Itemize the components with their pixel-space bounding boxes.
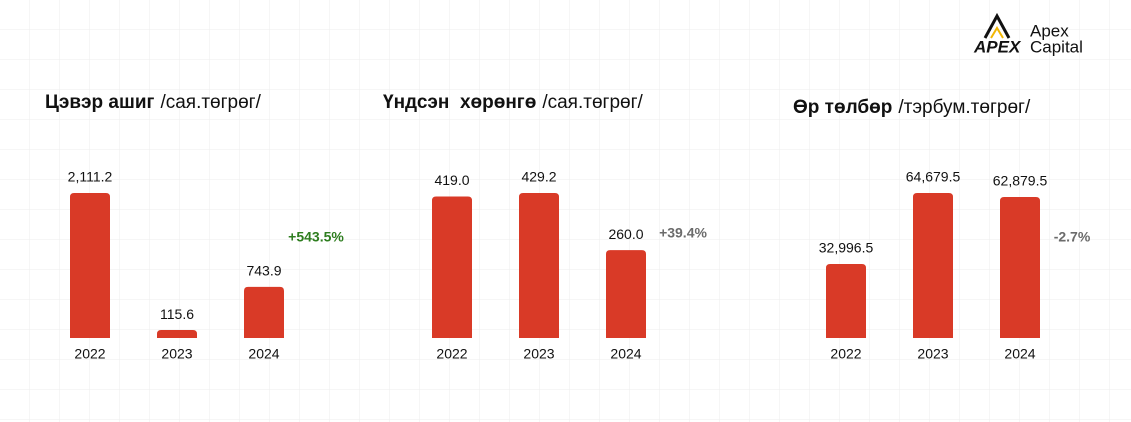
value-label: 2,111.2 xyxy=(68,169,113,185)
title-text: Өр төлбөр xyxy=(793,97,892,118)
x-tick-label: 2023 xyxy=(161,346,192,362)
x-tick-label: 2024 xyxy=(1004,346,1035,362)
logo-mark: APEX xyxy=(973,37,1022,56)
logo-icon-accent xyxy=(990,26,1004,39)
logo-name: Capital xyxy=(1030,37,1083,56)
value-label: 32,996.5 xyxy=(819,240,874,256)
bar xyxy=(432,196,472,338)
title-text: Цэвэр ашиг xyxy=(45,92,155,113)
value-label: 429.2 xyxy=(521,169,556,185)
value-label: 260.0 xyxy=(608,226,643,242)
x-tick-label: 2024 xyxy=(248,346,279,362)
title-unit: /тэрбум.төгрөг/ xyxy=(898,97,1031,118)
change-annotation: +39.4% xyxy=(659,225,707,241)
x-tick-label: 2023 xyxy=(917,346,948,362)
title-text: Үндсэн хөрөнгө xyxy=(383,92,536,113)
bar xyxy=(1000,197,1040,338)
bar xyxy=(70,193,110,338)
bar xyxy=(157,330,197,338)
value-label: 64,679.5 xyxy=(906,169,961,185)
x-tick-label: 2023 xyxy=(523,346,554,362)
bar xyxy=(606,250,646,338)
bar xyxy=(519,193,559,338)
title-unit: /сая.төгрөг/ xyxy=(160,92,261,113)
x-tick-label: 2022 xyxy=(74,346,105,362)
bar xyxy=(244,286,284,338)
chart-title: Үндсэн хөрөнгө/сая.төгрөг/ xyxy=(383,92,644,113)
x-tick-label: 2022 xyxy=(436,346,467,362)
title-unit: /сая.төгрөг/ xyxy=(542,92,643,113)
logo: APEX Apex Capital xyxy=(973,12,1083,56)
value-label: 62,879.5 xyxy=(993,173,1048,189)
x-tick-label: 2024 xyxy=(610,346,641,362)
bar xyxy=(913,193,953,338)
change-annotation: +543.5% xyxy=(288,229,344,245)
x-tick-label: 2022 xyxy=(830,346,861,362)
bar xyxy=(826,264,866,338)
chart-title: Өр төлбөр/тэрбум.төгрөг/ xyxy=(793,97,1031,118)
chart-title: Цэвэр ашиг/сая.төгрөг/ xyxy=(45,92,262,113)
value-label: 743.9 xyxy=(246,263,281,279)
value-label: 419.0 xyxy=(434,172,469,188)
logo-name: Apex xyxy=(1030,21,1069,40)
value-label: 115.6 xyxy=(160,306,194,322)
logo-icon xyxy=(983,12,1011,39)
change-annotation: -2.7% xyxy=(1054,229,1091,245)
